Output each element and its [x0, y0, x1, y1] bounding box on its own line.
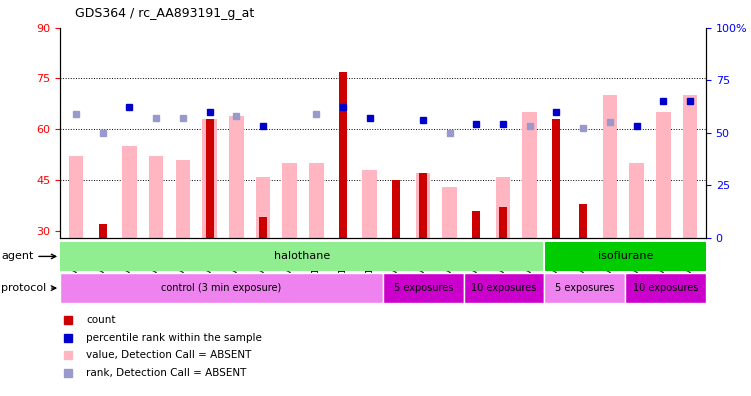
Bar — [99, 224, 107, 238]
Text: 10 exposures: 10 exposures — [472, 283, 537, 293]
Bar — [122, 146, 137, 238]
Bar — [544, 242, 706, 271]
Bar — [255, 177, 270, 238]
Bar — [392, 180, 400, 238]
Bar — [69, 156, 83, 238]
Bar — [259, 217, 267, 238]
Text: value, Detection Call = ABSENT: value, Detection Call = ABSENT — [86, 350, 252, 360]
Bar — [416, 173, 430, 238]
Bar — [463, 273, 544, 303]
Text: isoflurane: isoflurane — [598, 251, 653, 261]
Bar — [149, 156, 164, 238]
Bar — [602, 95, 617, 238]
Bar — [544, 273, 625, 303]
Bar — [309, 163, 324, 238]
Text: control (3 min exposure): control (3 min exposure) — [161, 283, 282, 293]
Bar — [656, 112, 671, 238]
Text: 5 exposures: 5 exposures — [394, 283, 453, 293]
Bar — [442, 187, 457, 238]
Bar — [683, 95, 697, 238]
Bar — [625, 273, 706, 303]
Text: protocol: protocol — [1, 283, 56, 293]
Text: 10 exposures: 10 exposures — [633, 283, 698, 293]
Bar — [339, 72, 347, 238]
Bar — [383, 273, 463, 303]
Bar — [419, 173, 427, 238]
Bar — [629, 163, 644, 238]
Bar — [229, 116, 243, 238]
Text: percentile rank within the sample: percentile rank within the sample — [86, 333, 262, 343]
Bar — [362, 170, 377, 238]
Bar — [60, 242, 544, 271]
Bar — [176, 160, 190, 238]
Bar — [499, 207, 507, 238]
Text: GDS364 / rc_AA893191_g_at: GDS364 / rc_AA893191_g_at — [75, 7, 255, 20]
Text: halothane: halothane — [274, 251, 330, 261]
Bar — [496, 177, 511, 238]
Bar — [579, 204, 587, 238]
Bar — [206, 119, 213, 238]
Text: count: count — [86, 315, 116, 325]
Bar — [202, 119, 217, 238]
Bar — [553, 119, 560, 238]
Bar — [472, 211, 481, 238]
Bar — [523, 112, 537, 238]
Text: 5 exposures: 5 exposures — [555, 283, 614, 293]
Bar — [60, 273, 383, 303]
Bar — [282, 163, 297, 238]
Text: agent: agent — [1, 251, 56, 261]
Text: rank, Detection Call = ABSENT: rank, Detection Call = ABSENT — [86, 368, 246, 378]
